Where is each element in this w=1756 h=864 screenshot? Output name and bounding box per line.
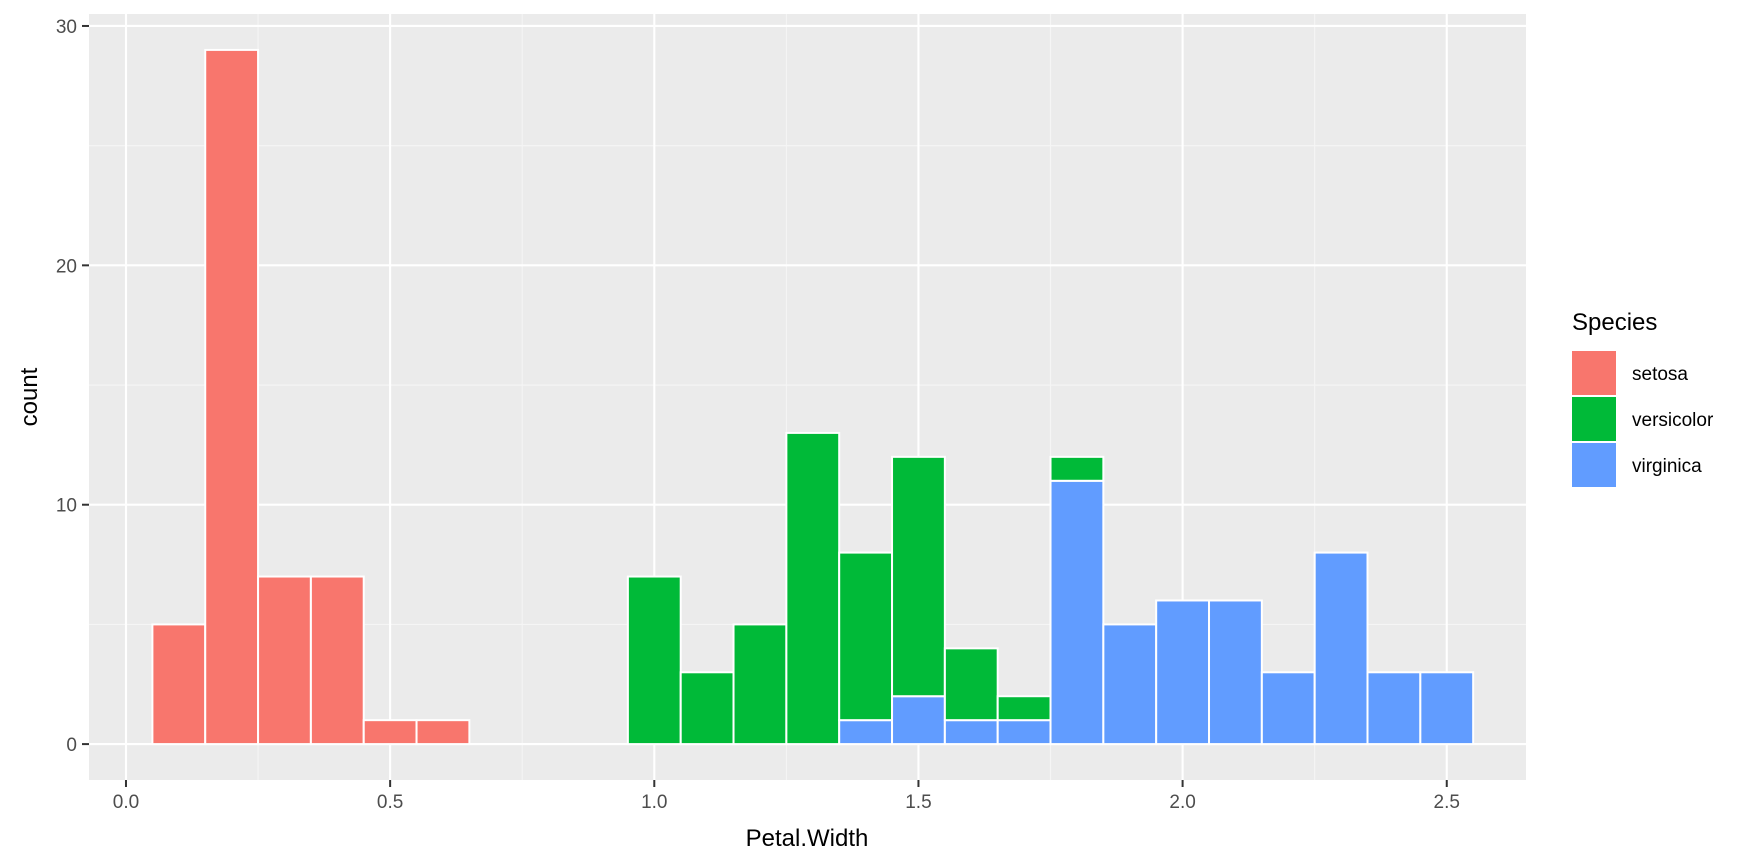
x-tick-label: 1.5 [905,792,931,813]
bar-virginica-1.6 [943,719,999,746]
legend-label-versicolor: versicolor [1632,410,1714,431]
bar-setosa-0.6 [415,719,471,746]
y-axis-title: count [16,367,43,426]
legend-label-setosa: setosa [1632,364,1688,385]
bar-virginica-1.5 [891,695,946,746]
legend-key-virginica [1572,443,1616,487]
bar-versicolor-1.5 [891,455,946,698]
x-tick-label: 0.5 [377,792,403,813]
bar-virginica-2.3 [1313,551,1369,746]
bar-setosa-0.4 [309,575,365,746]
y-tick-label: 10 [56,496,77,517]
bar-versicolor-1.8 [1049,455,1105,482]
bar-setosa-0.1 [151,623,207,746]
bar-versicolor-1.2 [732,623,788,746]
y-tick-label: 0 [66,735,77,756]
y-axis: 0 10 20 30 [56,17,89,756]
y-tick-label: 30 [56,17,77,38]
bar-virginica-1.8 [1049,479,1105,746]
bar-setosa-0.3 [257,575,312,746]
bar-virginica-2.5 [1419,671,1475,746]
legend: Species setosa versicolor virginica [1572,309,1714,487]
bar-virginica-2.0 [1155,599,1211,746]
bar-versicolor-1.3 [785,431,841,746]
x-tick-label: 1.0 [641,792,667,813]
x-tick-label: 2.5 [1434,792,1460,813]
x-axis: 0.0 0.5 1.0 1.5 2.0 2.5 [113,780,1460,813]
bar-versicolor-1.6 [943,647,999,722]
x-tick-label: 2.0 [1169,792,1195,813]
bar-versicolor-1.0 [626,575,682,746]
bar-virginica-2.2 [1260,671,1316,746]
legend-label-virginica: virginica [1632,456,1702,477]
bar-virginica-1.4 [838,719,894,746]
legend-key-setosa [1572,351,1616,395]
y-tick-label: 20 [56,256,77,277]
bar-virginica-2.4 [1366,671,1422,746]
bar-versicolor-1.4 [838,551,894,722]
bar-virginica-1.9 [1102,623,1158,746]
legend-key-versicolor [1572,397,1616,441]
bar-setosa-0.2 [204,48,260,746]
bar-virginica-1.7 [996,719,1052,746]
bar-setosa-0.5 [362,719,418,746]
bars-layer [151,48,1475,746]
legend-title: Species [1572,309,1657,336]
bar-versicolor-1.7 [996,695,1052,722]
bar-versicolor-1.1 [679,671,735,746]
x-tick-label: 0.0 [113,792,139,813]
x-axis-title: Petal.Width [746,825,869,852]
bar-virginica-2.1 [1208,599,1263,746]
legend-items: setosa versicolor virginica [1572,351,1714,487]
